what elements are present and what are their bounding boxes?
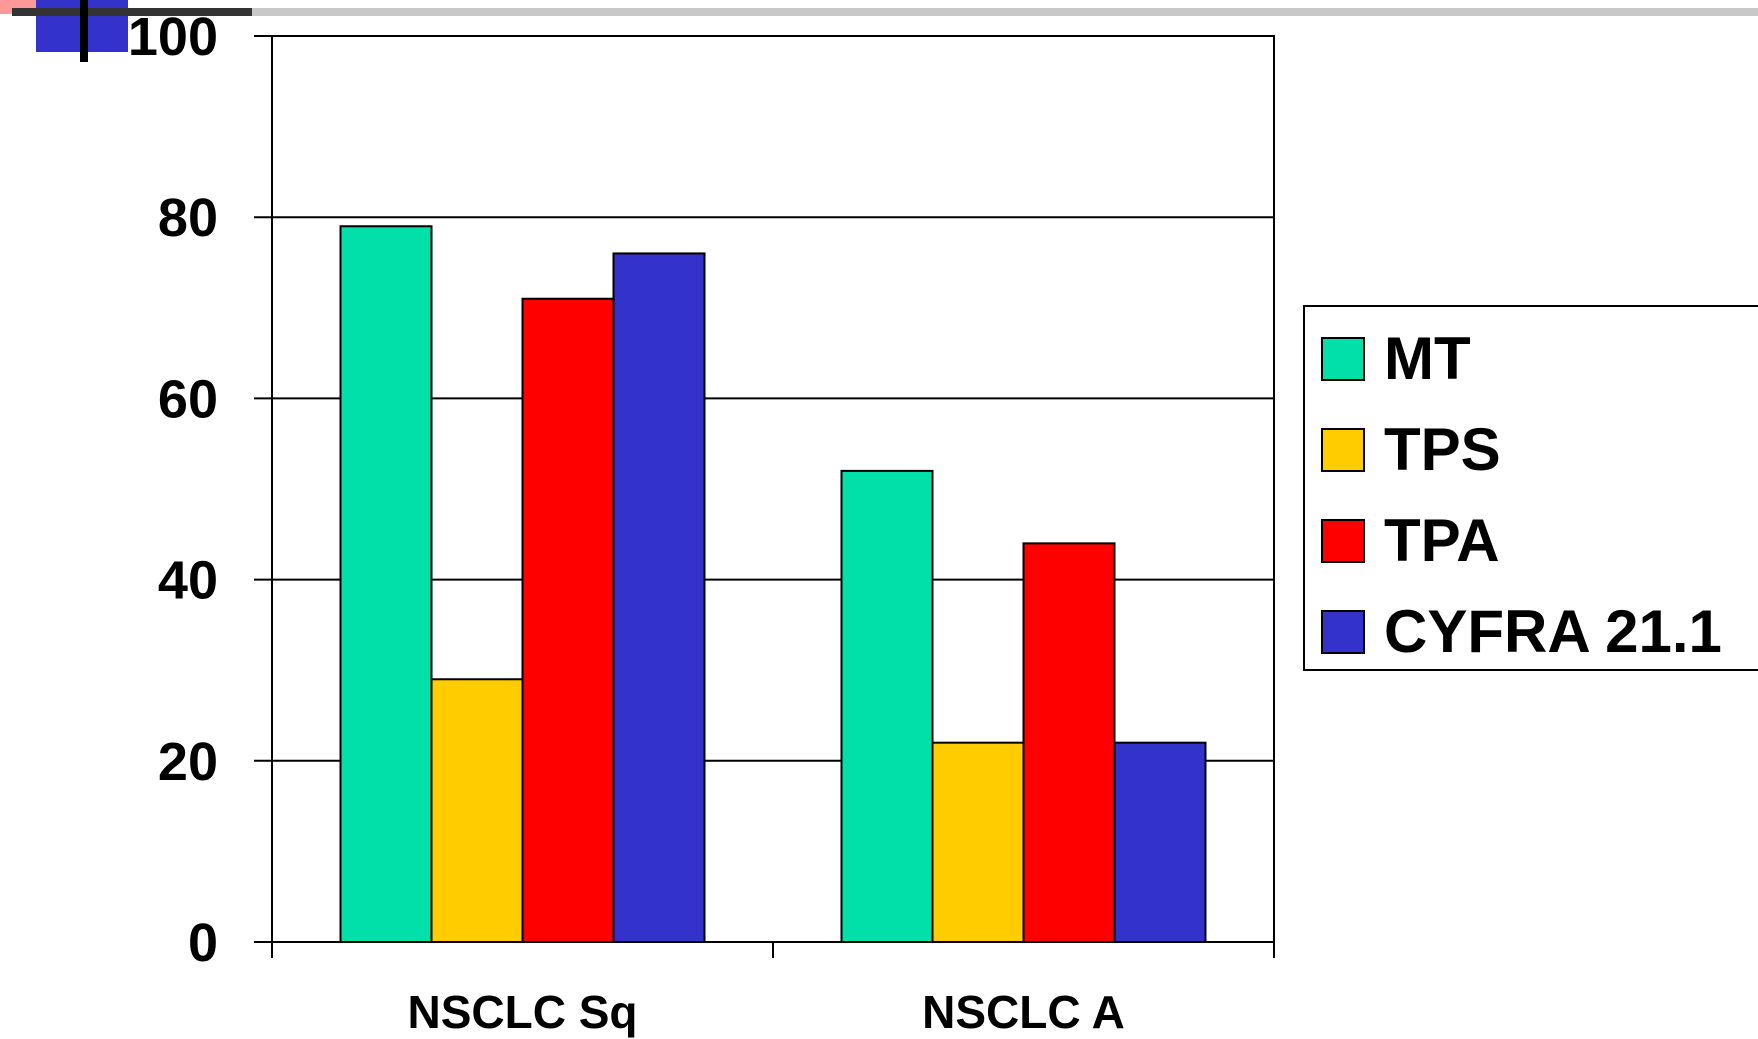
legend-swatch-3 — [1321, 519, 1365, 563]
bar-mt-1 — [339, 225, 433, 943]
legend-frame — [1303, 305, 1758, 671]
y-tick-label: 40 — [158, 551, 218, 611]
bar-cyfra-21-1-1 — [612, 252, 706, 943]
bar-tpa-2 — [1022, 542, 1116, 943]
bar-cyfra-21-1-2 — [1113, 741, 1207, 943]
y-tick-label: 20 — [158, 732, 218, 792]
y-tick-labels: 0 20 40 60 80 100 — [128, 7, 218, 973]
y-tick-label: 0 — [188, 913, 218, 973]
x-tick-label: NSCLC Sq — [408, 986, 638, 1038]
y-tick-label: 80 — [158, 188, 218, 248]
legend-swatch-1 — [1321, 337, 1365, 381]
bar-mt-2 — [840, 469, 934, 943]
x-tick-label: NSCLC A — [922, 986, 1125, 1038]
legend: MT TPS TPA CYFRA 21.1 — [1303, 305, 1758, 671]
y-tick-label: 60 — [158, 369, 218, 429]
y-tick-label: 100 — [128, 7, 218, 67]
legend-items: MT TPS TPA CYFRA 21.1 — [1321, 325, 1722, 665]
legend-label: TPS — [1384, 416, 1501, 483]
legend-label: MT — [1384, 325, 1471, 392]
legend-swatch-2 — [1321, 428, 1365, 472]
legend-label: CYFRA 21.1 — [1384, 598, 1722, 665]
decor-vertical-bar — [80, 0, 88, 62]
bar-tps-2 — [931, 741, 1025, 943]
decor-dark-rule — [12, 8, 252, 16]
bar-tps-1 — [430, 678, 524, 943]
bar-tpa-1 — [521, 297, 615, 943]
legend-swatch-4 — [1321, 610, 1365, 654]
bars — [339, 225, 1207, 943]
x-tick-labels: NSCLC Sq NSCLC A — [271, 942, 1275, 1038]
legend-label: TPA — [1384, 507, 1500, 574]
decor-top-rule — [12, 8, 1758, 16]
slide-decoration — [0, 0, 1758, 62]
plot-area: 0 20 40 60 80 100 NSCLC Sq NSCLC A — [128, 7, 1275, 1038]
